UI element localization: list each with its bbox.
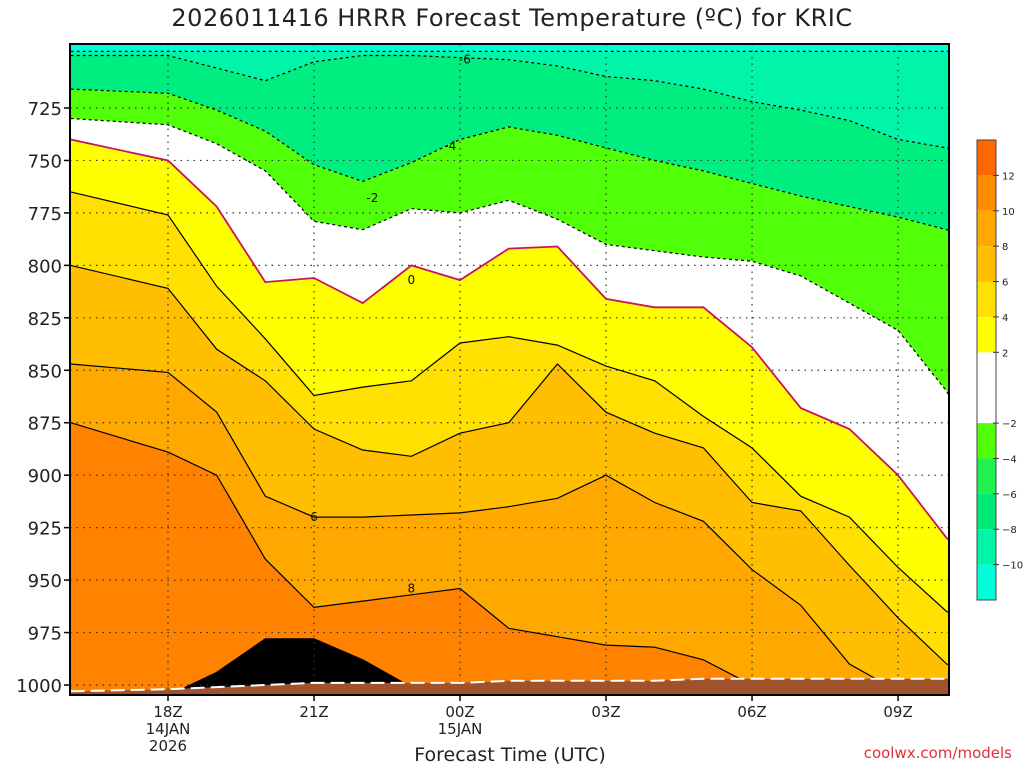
y-tick-label: 775 (28, 204, 62, 225)
contour-label: 8 (408, 581, 416, 595)
y-tick-label: 800 (28, 256, 62, 277)
temperature-band (70, 139, 949, 613)
isotherm-line (70, 422, 949, 695)
y-tick-label: 825 (28, 309, 62, 330)
y-tick-label: 875 (28, 414, 62, 435)
y-tick-label: 975 (28, 624, 62, 645)
y-tick-label: 950 (28, 571, 62, 592)
x-tick-label: 09Z (883, 703, 912, 721)
temperature-band (70, 265, 949, 695)
colorbar-tick-label: −6 (1002, 490, 1017, 501)
y-tick-label: 725 (28, 99, 62, 120)
temperature-band (169, 638, 458, 695)
colorbar-tick-label: 8 (1002, 242, 1008, 253)
isotherm-line (70, 638, 949, 695)
colorbar-tick-label: −8 (1002, 525, 1017, 536)
credit-text: coolwx.com/models (863, 744, 1012, 762)
colorbar-tick-label: 6 (1002, 278, 1008, 289)
x-tick-label: 2026 (149, 737, 187, 755)
contour-label: -4 (444, 139, 456, 153)
isotherm-line (70, 54, 949, 150)
temperature-band (70, 55, 949, 231)
colorbar-band (977, 246, 996, 282)
colorbar-frame (976, 139, 997, 601)
y-tick-label: 925 (28, 519, 62, 540)
isotherm-line (70, 88, 949, 232)
colorbar-band (977, 281, 996, 317)
colorbar-band (977, 210, 996, 247)
contour-label: 6 (310, 510, 318, 524)
colorbar-band (977, 493, 996, 530)
y-tick-label: 1000 (16, 676, 62, 697)
isotherm-line (70, 138, 949, 542)
colorbar-band (977, 175, 996, 211)
colorbar-band (977, 564, 996, 600)
x-tick-label: 15JAN (438, 720, 483, 738)
contour-label: -6 (459, 53, 471, 67)
colorbar-tick-label: 4 (1002, 313, 1008, 324)
colorbar-band (977, 423, 996, 459)
colorbar-tick-label: −10 (1002, 561, 1023, 572)
x-tick-label: 14JAN (146, 720, 191, 738)
contour-label: 0 (408, 273, 416, 287)
colorbar-tick-label: 12 (1002, 171, 1015, 182)
isotherm-line (70, 264, 949, 666)
temperature-band (70, 44, 949, 52)
temperature-band (70, 364, 941, 695)
isotherm-line (70, 117, 949, 397)
temperature-band (70, 422, 844, 695)
y-tick-label: 900 (28, 466, 62, 487)
x-tick-label: 03Z (591, 703, 620, 721)
contour-label: -2 (366, 191, 378, 205)
y-tick-label: 850 (28, 361, 62, 382)
colorbar-band (977, 458, 996, 494)
colorbar-band (977, 316, 996, 353)
colorbar-band (977, 140, 996, 176)
chart-title: 2026011416 HRRR Forecast Temperature (ºC… (171, 4, 853, 32)
x-tick-label: 21Z (299, 703, 328, 721)
y-tick-label: 750 (28, 151, 62, 172)
isotherm-line (70, 191, 949, 614)
colorbar-tick-label: 2 (1002, 348, 1008, 359)
colorbar-tick-label: −4 (1002, 454, 1017, 465)
x-axis-title: Forecast Time (UTC) (414, 744, 606, 766)
temperature-band (70, 51, 949, 149)
temperature-band (70, 118, 949, 540)
x-tick-label: 06Z (737, 703, 766, 721)
x-tick-label: 18Z (153, 703, 182, 721)
ground-terrain (70, 678, 949, 695)
colorbar-tick-label: −2 (1002, 419, 1017, 430)
temperature-band (70, 191, 949, 665)
colorbar-tick-label: 10 (1002, 207, 1015, 218)
colorbar-band (977, 529, 996, 565)
colorbar-band (977, 352, 996, 424)
x-tick-label: 00Z (445, 703, 474, 721)
surface-line (70, 677, 949, 693)
temperature-band (70, 89, 949, 396)
